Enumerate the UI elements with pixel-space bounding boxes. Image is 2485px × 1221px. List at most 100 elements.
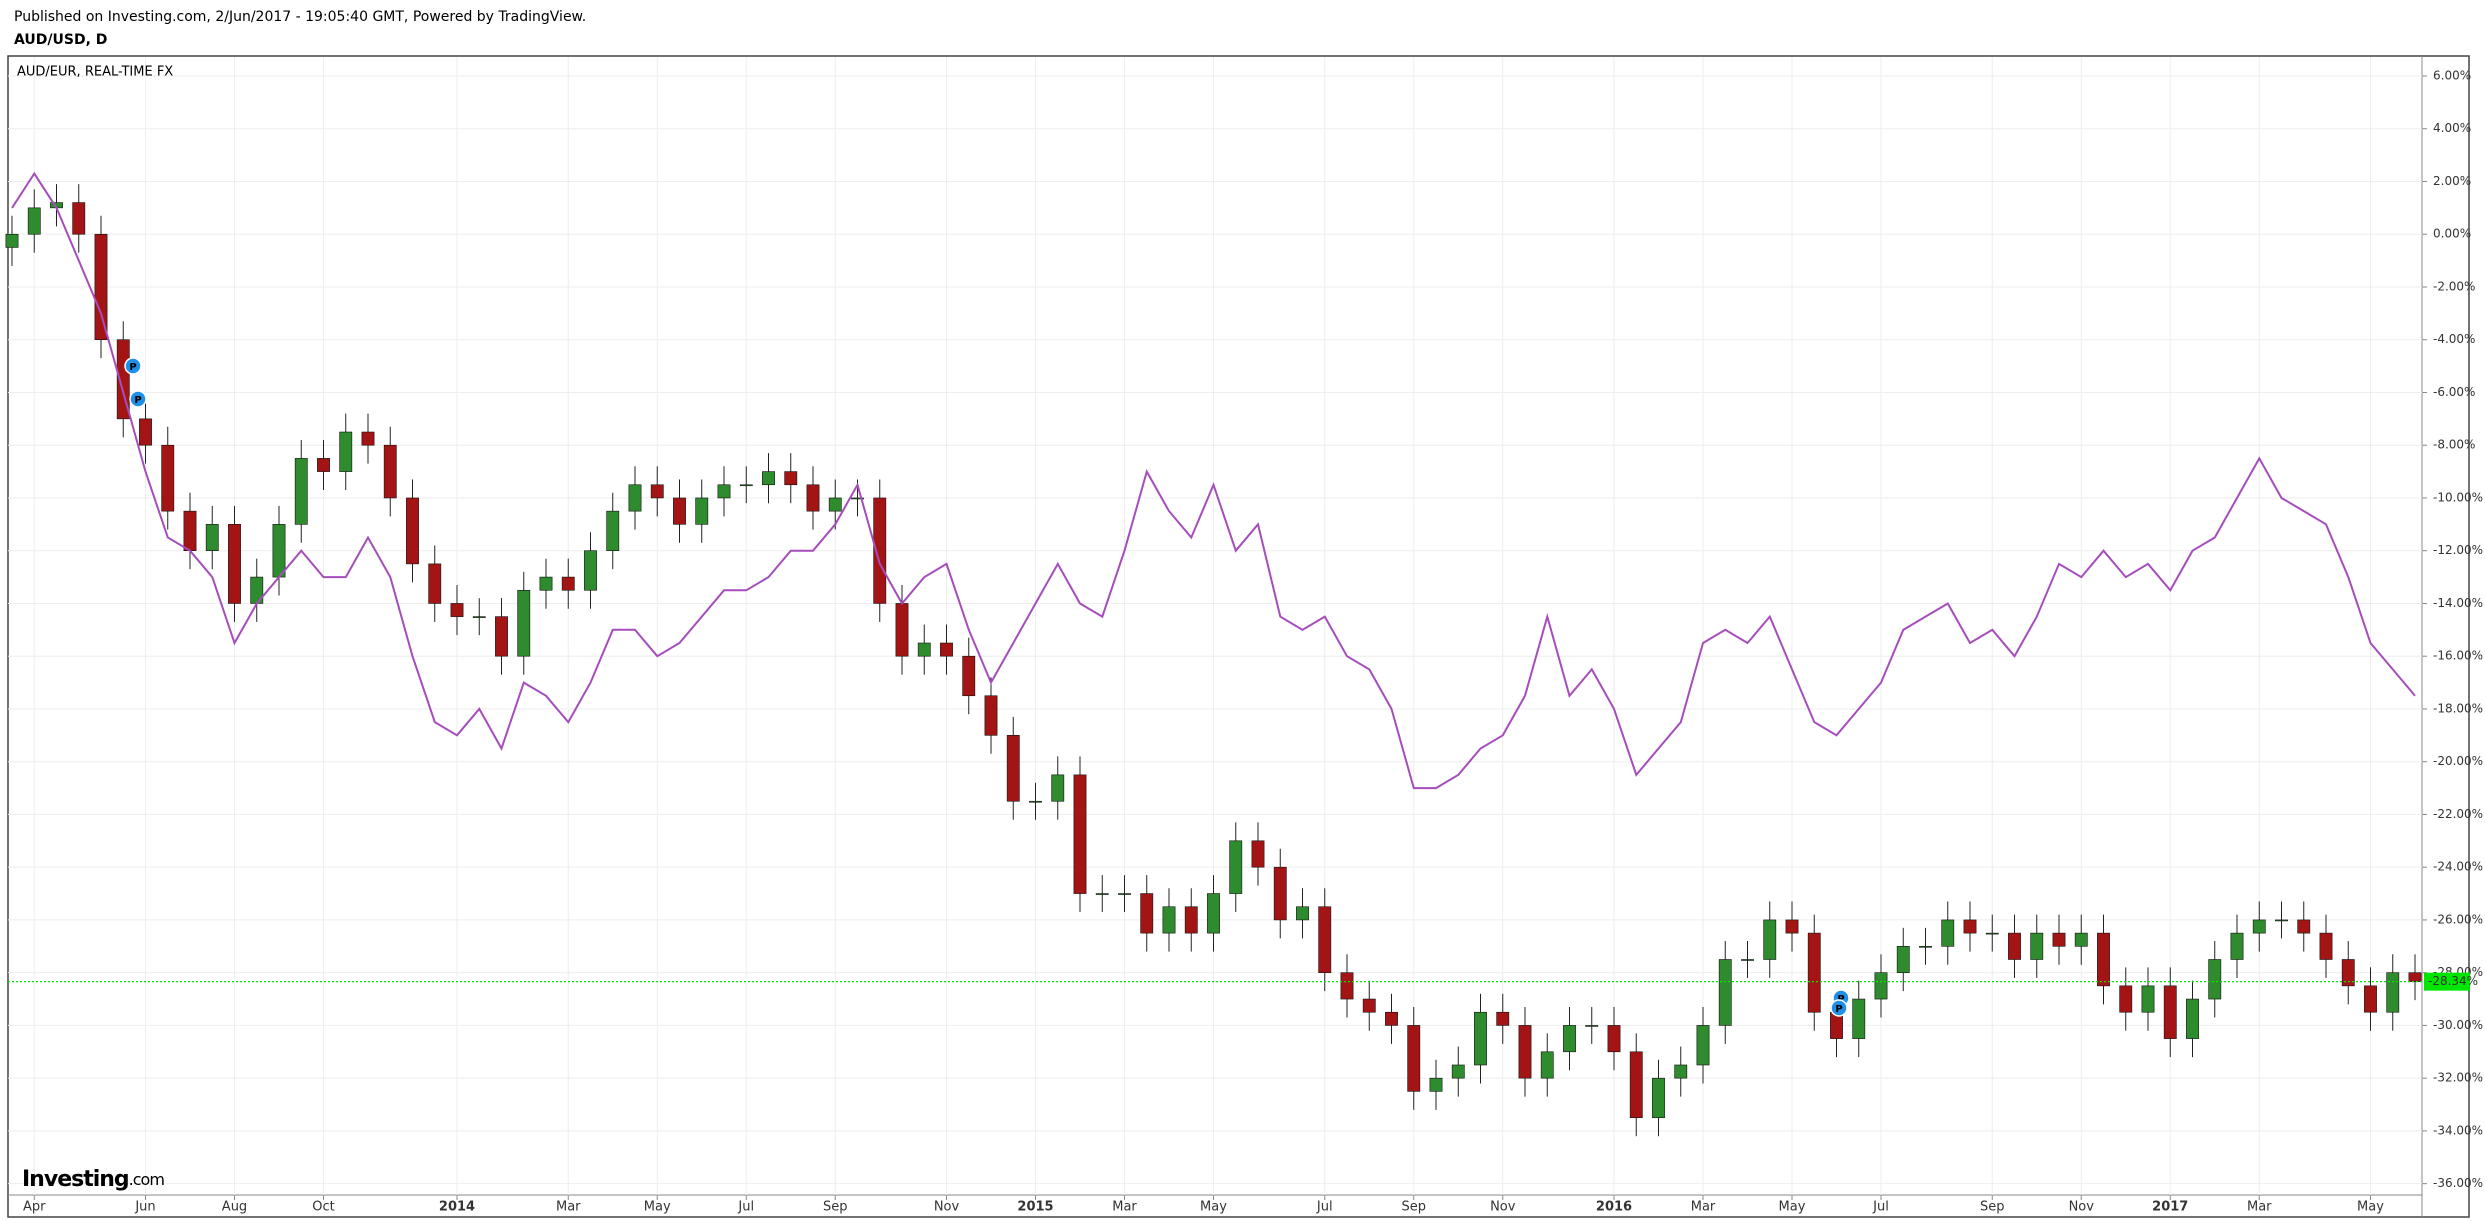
candle-body xyxy=(1229,840,1243,894)
x-tick-label: Sep xyxy=(823,1200,848,1215)
candle-body xyxy=(1874,972,1888,1000)
candle-body xyxy=(851,497,864,500)
candle-body xyxy=(1941,919,1955,947)
candle-body xyxy=(2052,932,2066,947)
candle-body xyxy=(139,418,152,446)
candle-body xyxy=(2230,932,2244,960)
event-marker xyxy=(129,390,147,408)
candle-body xyxy=(1207,893,1220,934)
candle-body xyxy=(1585,1025,1599,1027)
x-tick-label: 2016 xyxy=(1596,1200,1632,1215)
candle-body xyxy=(2275,919,2288,922)
candle-body xyxy=(205,524,219,552)
candle-body xyxy=(895,603,909,657)
x-tick-label: Sep xyxy=(1980,1200,2005,1215)
candle-body xyxy=(2074,932,2088,947)
candle-body xyxy=(940,642,953,657)
event-marker xyxy=(124,357,142,375)
candle-body xyxy=(495,616,508,657)
candle-body xyxy=(1073,774,1087,894)
last-price-label: -28.34% xyxy=(2428,974,2478,988)
candle-body xyxy=(2030,932,2044,960)
y-tick-label: -6.00% xyxy=(2433,385,2475,399)
x-tick-label: Jul xyxy=(1872,1200,1889,1215)
candle-body xyxy=(5,233,19,248)
candle-body xyxy=(2341,959,2355,987)
candle-body xyxy=(1985,932,1999,935)
candle-body xyxy=(784,471,798,486)
x-tick-label: 2014 xyxy=(439,1200,475,1215)
candle-body xyxy=(183,510,197,552)
candle-body xyxy=(1140,893,1154,934)
candle-body xyxy=(1896,946,1910,973)
candle-body xyxy=(1563,1025,1576,1053)
candle-body xyxy=(561,576,575,591)
candle-body xyxy=(584,550,597,591)
candle-body xyxy=(406,497,419,565)
x-tick-label: Jul xyxy=(737,1200,754,1215)
candle-body xyxy=(1006,735,1020,802)
x-tick-label: Jun xyxy=(134,1200,155,1215)
chart-title: AUD/USD, D xyxy=(14,32,107,48)
x-tick-label: Mar xyxy=(2247,1200,2272,1215)
candle-body xyxy=(1251,840,1265,868)
candle-body xyxy=(116,339,130,420)
compare-line xyxy=(11,171,2416,790)
candle-body xyxy=(1184,906,1198,934)
y-tick-label: -26.00% xyxy=(2433,912,2483,926)
y-tick-label: 4.00% xyxy=(2433,121,2471,135)
candle-body xyxy=(450,603,464,617)
candle-body xyxy=(317,458,330,472)
event-marker xyxy=(1830,999,1848,1017)
y-tick-label: -36.00% xyxy=(2433,1176,2483,1190)
candle-body xyxy=(1118,893,1131,895)
candle-body xyxy=(1741,959,1754,961)
logo-text: Investing xyxy=(22,1167,129,1192)
y-tick-label: -32.00% xyxy=(2433,1071,2483,1085)
x-tick-label: 2015 xyxy=(1017,1200,1053,1215)
y-tick-label: -12.00% xyxy=(2433,543,2483,557)
candle-body xyxy=(873,497,887,604)
logo-suffix: .com xyxy=(129,1170,165,1189)
candle-body xyxy=(962,655,976,697)
candle-body xyxy=(1518,1025,1532,1079)
candle-body xyxy=(1340,972,1354,1000)
candle-body xyxy=(673,497,686,525)
x-tick-label: Oct xyxy=(312,1200,334,1215)
candle-body xyxy=(917,642,931,657)
candle-body xyxy=(472,616,486,618)
y-tick-label: -30.00% xyxy=(2433,1018,2483,1032)
candle-body xyxy=(27,207,41,235)
y-tick-label: -4.00% xyxy=(2433,332,2475,346)
candle-body xyxy=(1718,959,1732,1026)
candle-body xyxy=(2141,985,2155,1013)
candle-body xyxy=(1919,946,1932,948)
candle-body xyxy=(828,497,842,512)
candle-body xyxy=(517,589,531,657)
x-tick-label: May xyxy=(644,1200,671,1215)
candle-body xyxy=(739,484,753,487)
candle-body xyxy=(1496,1011,1510,1026)
candle-body xyxy=(2319,932,2333,960)
last-price-box xyxy=(2424,972,2470,991)
x-tick-label: Mar xyxy=(556,1200,581,1215)
candle-body xyxy=(1674,1064,1688,1079)
candle-body xyxy=(1451,1064,1465,1079)
candle-body xyxy=(294,458,308,525)
candle-body xyxy=(539,576,553,591)
candle-body xyxy=(1407,1025,1421,1092)
candle-body xyxy=(695,497,709,525)
y-tick-label: 6.00% xyxy=(2433,68,2471,82)
y-tick-label: -16.00% xyxy=(2433,649,2483,663)
candle-body xyxy=(161,444,175,512)
candle-body xyxy=(361,431,375,446)
candle-body xyxy=(628,484,642,512)
series xyxy=(5,171,2422,1137)
y-tick-label: -24.00% xyxy=(2433,860,2483,874)
candle-body xyxy=(1540,1051,1554,1079)
y-tick-label: 0.00% xyxy=(2433,227,2471,241)
y-tick-label: 2.00% xyxy=(2433,174,2471,188)
candle-body xyxy=(1385,1011,1398,1026)
y-tick-label: -10.00% xyxy=(2433,490,2483,504)
